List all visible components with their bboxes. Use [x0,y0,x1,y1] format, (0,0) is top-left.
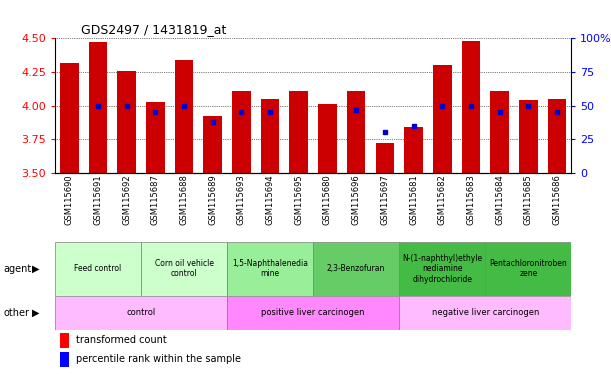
Text: control: control [126,308,156,318]
Text: GDS2497 / 1431819_at: GDS2497 / 1431819_at [81,23,226,36]
Bar [547,99,566,173]
Text: negative liver carcinogen: negative liver carcinogen [431,308,539,318]
Bar [376,143,394,173]
Bar [203,116,222,173]
Text: ▶: ▶ [32,264,39,274]
Text: Pentachloronitroben
zene: Pentachloronitroben zene [489,259,567,278]
Bar [313,242,399,296]
Bar [519,100,538,173]
Bar [433,65,452,173]
Text: percentile rank within the sample: percentile rank within the sample [76,354,241,364]
Bar [89,43,108,173]
Bar [318,104,337,173]
Bar [485,242,571,296]
Bar [227,296,399,330]
Bar [175,60,194,173]
Bar [55,296,227,330]
Bar [227,242,313,296]
Text: agent: agent [3,264,31,274]
Text: Feed control: Feed control [75,264,122,273]
Bar [261,99,279,173]
Text: transformed count: transformed count [76,335,166,345]
Text: positive liver carcinogen: positive liver carcinogen [262,308,365,318]
Bar [60,333,70,348]
Bar [461,41,480,173]
Bar [232,91,251,173]
Bar [55,242,141,296]
Bar [117,71,136,173]
Text: Corn oil vehicle
control: Corn oil vehicle control [155,259,214,278]
Text: other: other [3,308,29,318]
Text: 1,5-Naphthalenedia
mine: 1,5-Naphthalenedia mine [232,259,308,278]
Bar [141,242,227,296]
Bar [399,296,571,330]
Text: N-(1-naphthyl)ethyle
nediamine
dihydrochloride: N-(1-naphthyl)ethyle nediamine dihydroch… [402,254,482,284]
Bar [60,63,79,173]
Bar [404,127,423,173]
Bar [290,91,308,173]
Bar [146,101,165,173]
Bar [347,91,365,173]
Bar [399,242,485,296]
Bar [490,91,509,173]
Bar [60,352,70,367]
Text: 2,3-Benzofuran: 2,3-Benzofuran [327,264,386,273]
Text: ▶: ▶ [32,308,39,318]
